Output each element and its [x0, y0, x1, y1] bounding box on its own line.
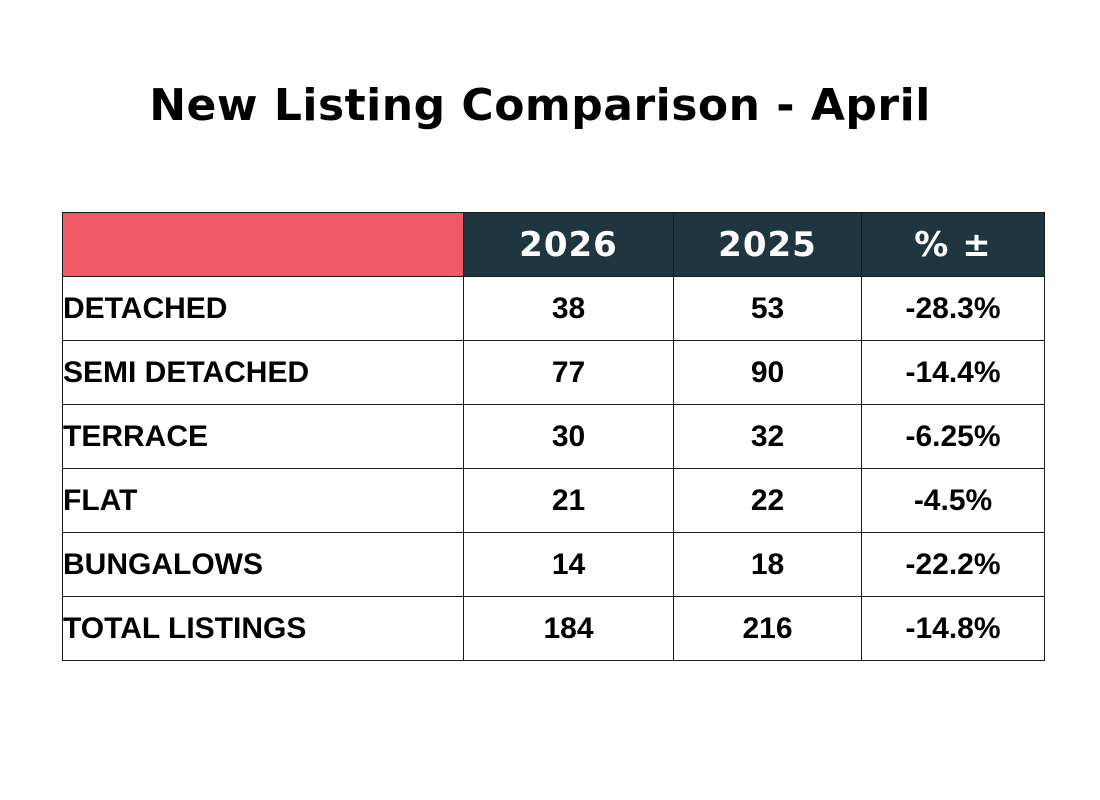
- percent-change: -14.8%: [861, 596, 1045, 661]
- value-2025: 32: [673, 404, 862, 469]
- column-header-2026: 2026: [463, 212, 674, 277]
- column-header-2025: 2025: [673, 212, 862, 277]
- value-2026: 184: [463, 596, 674, 661]
- header-corner-cell: [62, 212, 464, 277]
- page-title: New Listing Comparison - April: [149, 80, 931, 131]
- table-row: DETACHED 38 53 -28.3%: [62, 276, 1045, 341]
- table-row-total: TOTAL LISTINGS 184 216 -14.8%: [62, 596, 1045, 661]
- table-row: TERRACE 30 32 -6.25%: [62, 404, 1045, 469]
- table-row: SEMI DETACHED 77 90 -14.4%: [62, 340, 1045, 405]
- table-header-row: 2026 2025 % ±: [62, 212, 1045, 277]
- percent-change: -6.25%: [861, 404, 1045, 469]
- row-label: SEMI DETACHED: [62, 340, 464, 405]
- value-2025: 53: [673, 276, 862, 341]
- value-2026: 14: [463, 532, 674, 597]
- row-label: TERRACE: [62, 404, 464, 469]
- value-2026: 77: [463, 340, 674, 405]
- value-2026: 21: [463, 468, 674, 533]
- column-header-percent-change: % ±: [861, 212, 1045, 277]
- value-2025: 90: [673, 340, 862, 405]
- table-row: BUNGALOWS 14 18 -22.2%: [62, 532, 1045, 597]
- table-row: FLAT 21 22 -4.5%: [62, 468, 1045, 533]
- row-label: BUNGALOWS: [62, 532, 464, 597]
- percent-change: -4.5%: [861, 468, 1045, 533]
- value-2025: 22: [673, 468, 862, 533]
- percent-change: -14.4%: [861, 340, 1045, 405]
- percent-change: -22.2%: [861, 532, 1045, 597]
- row-label: DETACHED: [62, 276, 464, 341]
- value-2026: 38: [463, 276, 674, 341]
- value-2025: 216: [673, 596, 862, 661]
- value-2026: 30: [463, 404, 674, 469]
- percent-change: -28.3%: [861, 276, 1045, 341]
- row-label: TOTAL LISTINGS: [62, 596, 464, 661]
- value-2025: 18: [673, 532, 862, 597]
- listing-comparison-table: 2026 2025 % ± DETACHED 38 53 -28.3% SEMI…: [62, 212, 1045, 661]
- row-label: FLAT: [62, 468, 464, 533]
